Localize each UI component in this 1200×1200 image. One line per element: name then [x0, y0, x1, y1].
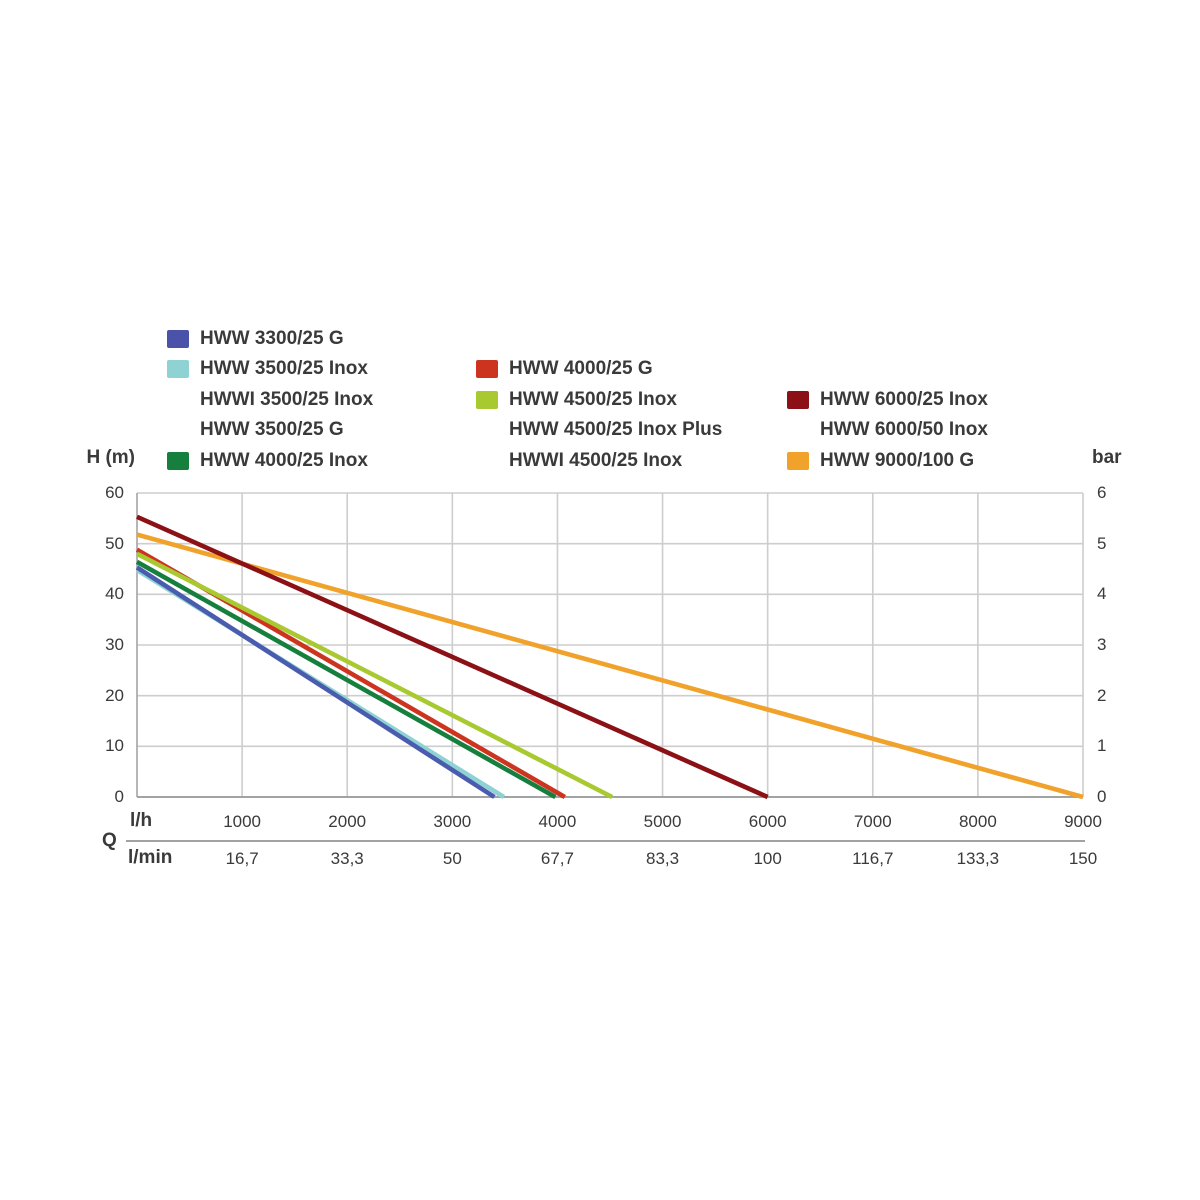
lmin-axis-tick: 33,3 [330, 849, 364, 868]
legend-color-swatch [167, 451, 189, 470]
legend-item-label: HWW 6000/25 Inox [820, 388, 988, 410]
legend-item: HWW 4000/25 G [476, 354, 653, 384]
lh-axis-tick: 5000 [643, 812, 682, 831]
legend-item-label: HWW 4000/25 G [509, 358, 653, 380]
lh-axis-tick: 3000 [433, 812, 472, 831]
lh-axis-tick: 6000 [748, 812, 787, 831]
lh-axis-tick: 4000 [538, 812, 577, 831]
curve-hww-9000-100-g [136, 532, 1084, 800]
h-axis-tick: 40 [105, 584, 124, 604]
legend-item: HWWI 4500/25 Inox [476, 446, 682, 476]
lh-axis-tick: 7000 [853, 812, 892, 831]
lmin-unit-label: l/min [128, 847, 173, 868]
bar-axis-tick: 6 [1097, 483, 1107, 502]
legend-item: HWW 3500/25 G [167, 415, 344, 445]
lmin-axis-tick: 150 [1068, 849, 1098, 868]
bar-axis-tick: 5 [1097, 533, 1107, 553]
lmin-axis-tick: 50 [442, 849, 462, 868]
h-axis-tick: 60 [105, 483, 124, 502]
legend-color-swatch [167, 330, 189, 348]
lh-axis-tick: 2000 [328, 812, 367, 831]
legend-item-label: HWWI 4500/25 Inox [509, 449, 683, 471]
bar-axis-unit-label: bar [1092, 447, 1122, 468]
lmin-axis-tick: 67,7 [540, 849, 574, 868]
legend-item: HWW 6000/25 Inox [787, 385, 988, 415]
lmin-axis-tick: 133,3 [956, 849, 1000, 868]
legend-item: HWW 3300/25 G [167, 324, 344, 354]
legend-color-swatch [167, 360, 189, 379]
lh-axis-tick: 8000 [958, 812, 997, 831]
h-axis-unit-label: H (m) [86, 447, 135, 468]
legend-color-swatch [476, 390, 498, 409]
legend-item: HWW 6000/50 Inox [787, 415, 988, 445]
legend-item: HWW 4500/25 Inox [476, 385, 677, 415]
h-axis-tick: 30 [105, 635, 124, 654]
q-axis-divider-line [126, 840, 1085, 842]
bar-axis-tick: 2 [1097, 685, 1107, 705]
h-axis-tick: 0 [114, 787, 124, 806]
h-axis-tick: 20 [105, 685, 124, 705]
lmin-axis-tick: 83,3 [646, 849, 680, 868]
legend-item-label: HWW 3500/25 Inox [200, 358, 368, 380]
lmin-axis-tick: 16,7 [225, 849, 259, 868]
legend-color-swatch [787, 390, 809, 409]
lmin-axis-tick: 116,7 [852, 849, 894, 868]
legend-item-label: HWW 6000/50 Inox [820, 419, 988, 441]
legend-item: HWWI 3500/25 Inox [167, 385, 373, 415]
lh-unit-label: l/h [130, 810, 153, 831]
legend-color-swatch [476, 360, 498, 379]
legend-item-label: HWW 9000/100 G [820, 449, 975, 471]
bar-axis-tick: 3 [1097, 635, 1107, 654]
legend-color-swatch [787, 451, 809, 470]
h-axis-tick: 10 [105, 736, 124, 756]
bar-axis-tick: 0 [1097, 787, 1107, 806]
curve-hww-4500-25-inox [135, 551, 614, 800]
legend-item-label: HWW 4500/25 Inox Plus [509, 419, 723, 441]
legend-item-label: HWWI 3500/25 Inox [200, 388, 374, 410]
legend-item: HWW 4500/25 Inox Plus [476, 415, 722, 445]
bar-axis-tick: 1 [1097, 736, 1107, 756]
bar-axis-tick: 4 [1097, 584, 1107, 604]
legend-item-label: HWW 3500/25 G [200, 419, 344, 441]
curve-hww-6000-25-inox [136, 514, 769, 800]
legend-item: HWW 3500/25 Inox [167, 354, 368, 384]
lh-axis-tick: 1000 [223, 812, 262, 831]
h-axis-tick: 50 [105, 533, 124, 553]
curve-hww-4000-25-inox [135, 559, 557, 800]
legend-item-label: HWW 4000/25 Inox [200, 449, 368, 471]
legend-item: HWW 9000/100 G [787, 446, 974, 476]
legend-item-label: HWW 4500/25 Inox [509, 388, 677, 410]
legend-item-label: HWW 3300/25 G [200, 328, 344, 349]
curve-hww-3300-25-g [135, 565, 496, 799]
lh-axis-tick: 9000 [1064, 812, 1102, 831]
lmin-axis-tick: 100 [753, 849, 782, 868]
q-axis-label: Q [102, 830, 117, 851]
legend-item: HWW 4000/25 Inox [167, 446, 368, 476]
